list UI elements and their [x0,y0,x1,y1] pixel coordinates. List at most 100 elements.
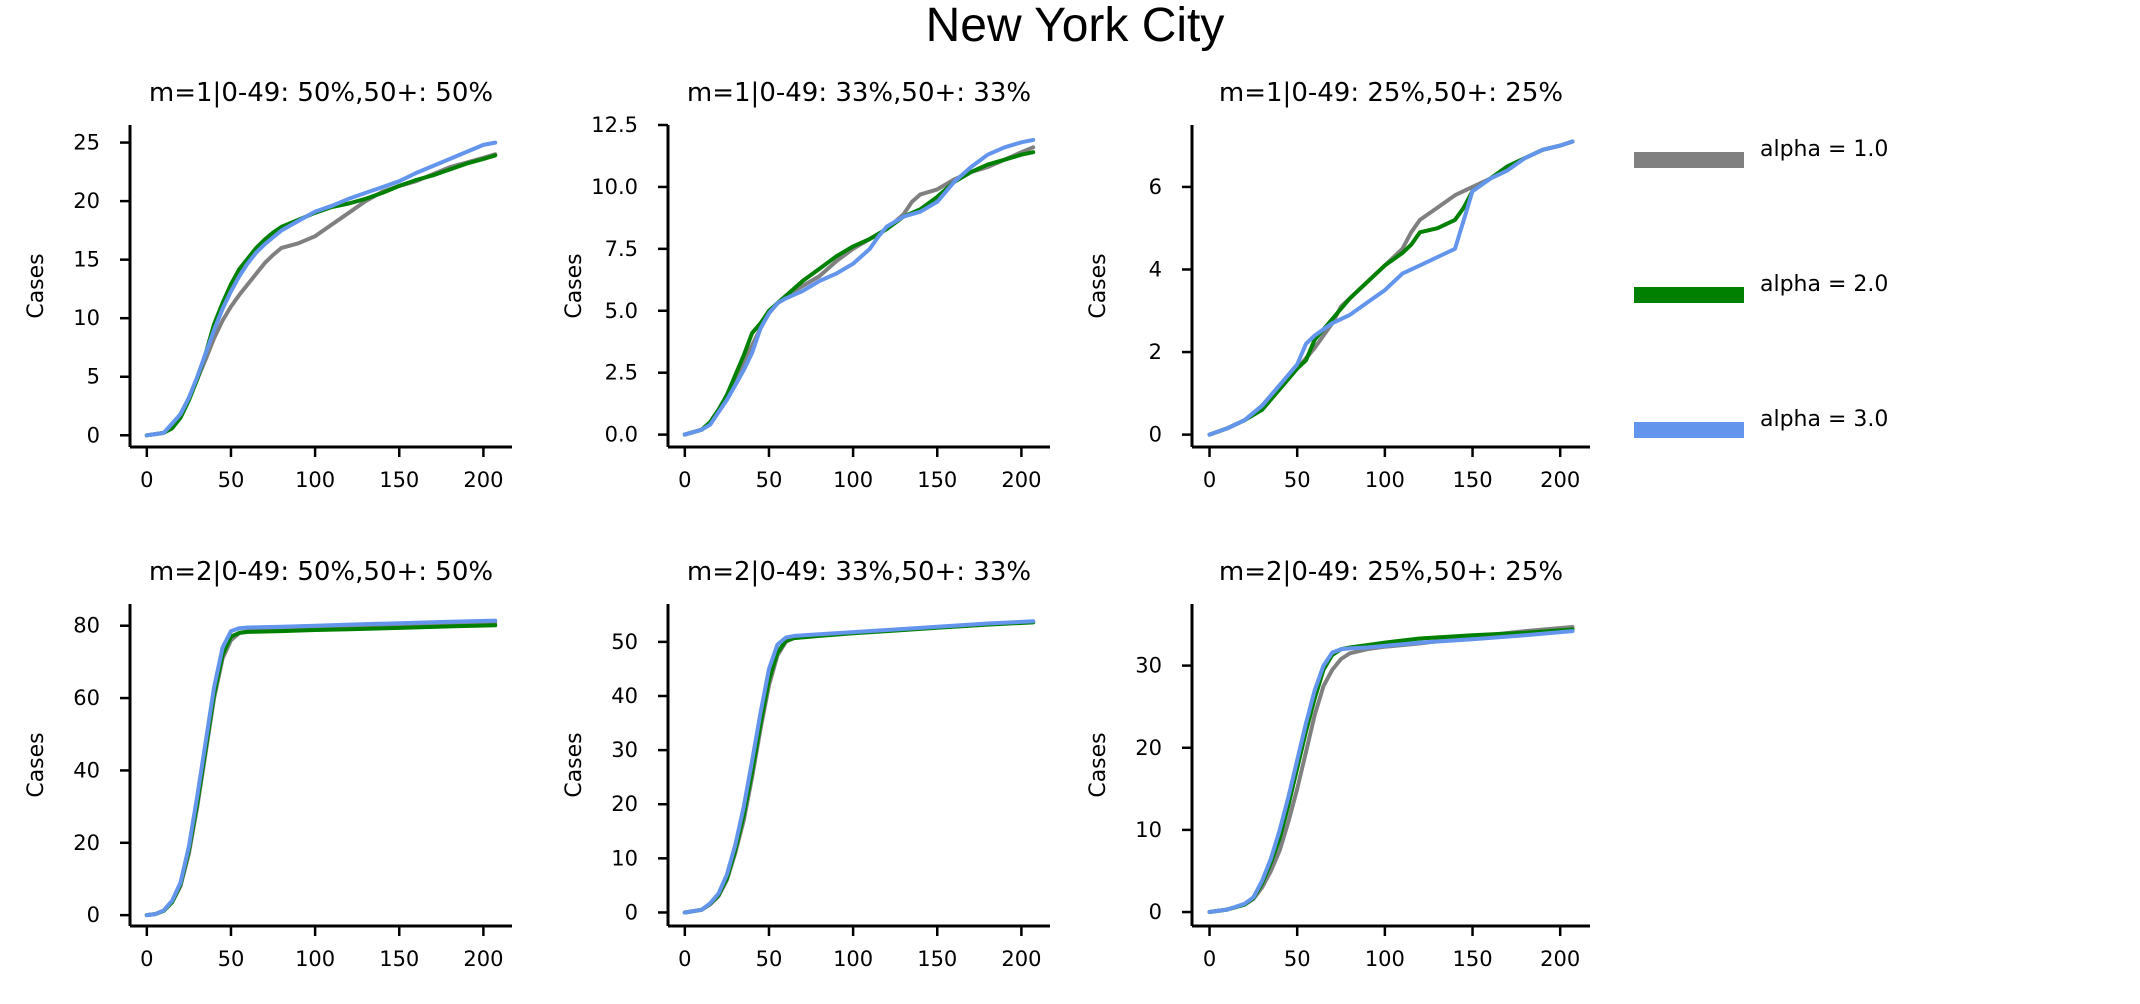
subplot-title: m=2|0-49: 50%,50+: 50% [149,557,493,587]
y-axis-label: Cases [1086,732,1111,797]
y-tick-label: 5 [87,365,100,389]
legend-label: alpha = 1.0 [1760,137,1888,162]
y-tick-label: 80 [73,614,100,638]
series-line-alpha-2-0 [682,620,1036,915]
legend-label: alpha = 2.0 [1760,272,1888,297]
x-tick-label: 0 [678,947,691,971]
x-tick-label: 50 [218,468,245,492]
x-tick-label: 200 [463,947,503,971]
subplot-4: m=2|0-49: 50%,50+: 50% Cases 0 50 100 150 200 0… [24,557,512,971]
y-tick-label: 40 [611,684,638,708]
x-tick-label: 100 [1365,468,1405,492]
x-tick-label: 150 [1452,468,1492,492]
x-tick-label: 50 [1284,947,1311,971]
x-tick-label: 150 [917,947,957,971]
x-tick-label: 50 [218,947,245,971]
y-tick-label: 10 [611,846,638,870]
series-line-alpha-1-0 [682,145,1036,437]
y-tick-label: 20 [73,831,100,855]
x-tick-label: 100 [833,947,873,971]
x-tick-label: 0 [140,947,153,971]
y-tick-label: 30 [611,738,638,762]
y-axis-label: Cases [24,253,49,318]
y-tick-label: 0 [625,900,638,924]
series-line-alpha-3-0 [144,140,498,438]
series-line-alpha-1-0 [682,619,1036,915]
subplot-title: m=1|0-49: 50%,50+: 50% [149,78,493,108]
legend-swatch [1634,422,1744,438]
series-line-alpha-2-0 [1207,627,1575,914]
y-tick-label: 10 [1135,818,1162,842]
y-axis-label: Cases [562,253,587,318]
x-tick-label: 0 [1203,947,1216,971]
subplot-1: m=1|0-49: 50%,50+: 50% Cases 0 50 100 150 200 0… [24,78,512,492]
x-tick-label: 100 [833,468,873,492]
series-line-alpha-2-0 [682,150,1036,437]
y-axis-label: Cases [1086,253,1111,318]
x-tick-label: 0 [1203,468,1216,492]
x-tick-label: 200 [463,468,503,492]
y-axis-label: Cases [24,732,49,797]
y-tick-label: 20 [1135,736,1162,760]
x-tick-label: 0 [678,468,691,492]
subplot-3: m=1|0-49: 25%,50+: 25% Cases 0 50 100 150 200 0… [1086,78,1590,492]
y-tick-label: 6 [1149,175,1162,199]
series-line-alpha-2-0 [144,623,498,918]
y-tick-label: 5.0 [605,299,638,323]
y-tick-label: 10.0 [591,175,638,199]
y-tick-label: 12.5 [591,113,638,137]
subplot-title: m=1|0-49: 25%,50+: 25% [1219,78,1563,108]
subplot-6: m=2|0-49: 25%,50+: 25% Cases 0 50 100 150 200 0… [1086,557,1590,971]
series-line-alpha-2-0 [144,153,498,438]
y-tick-label: 60 [73,686,100,710]
legend: alpha = 1.0 alpha = 2.0 alpha = 3.0 [1634,137,1888,438]
y-tick-label: 0 [1149,423,1162,447]
x-tick-label: 50 [1284,468,1311,492]
y-tick-label: 0 [87,903,100,927]
y-tick-label: 7.5 [605,237,638,261]
x-tick-label: 200 [1001,947,1041,971]
series-line-alpha-1-0 [144,152,498,438]
subplot-title: m=2|0-49: 33%,50+: 33% [687,557,1031,587]
x-tick-label: 50 [756,947,783,971]
y-tick-label: 10 [73,306,100,330]
series-line-alpha-1-0 [144,620,498,918]
subplot-title: m=2|0-49: 25%,50+: 25% [1219,557,1563,587]
legend-swatch [1634,287,1744,303]
x-tick-label: 50 [756,468,783,492]
y-tick-label: 2.5 [605,361,638,385]
series-line-alpha-3-0 [1207,629,1575,914]
legend-swatch [1634,152,1744,168]
y-tick-label: 20 [73,189,100,213]
y-tick-label: 0 [1149,900,1162,924]
series-line-alpha-3-0 [1207,139,1575,437]
y-tick-label: 2 [1149,340,1162,364]
y-tick-label: 25 [73,131,100,155]
y-tick-label: 20 [611,792,638,816]
x-tick-label: 150 [1452,947,1492,971]
y-tick-label: 0.0 [605,423,638,447]
legend-label: alpha = 3.0 [1760,407,1888,432]
y-tick-label: 30 [1135,654,1162,678]
y-tick-label: 0 [87,423,100,447]
series-line-alpha-1-0 [1207,139,1575,437]
series-line-alpha-2-0 [1207,139,1575,437]
series-line-alpha-3-0 [144,618,498,918]
y-tick-label: 50 [611,630,638,654]
series-line-alpha-3-0 [682,619,1036,915]
series-line-alpha-1-0 [1207,625,1575,914]
figure-title: New York City [926,0,1225,52]
subplot-2: m=1|0-49: 33%,50+: 33% Cases 0 50 100 150 200 0… [562,78,1050,492]
x-tick-label: 150 [917,468,957,492]
x-tick-label: 100 [1365,947,1405,971]
x-tick-label: 100 [295,468,335,492]
y-tick-label: 15 [73,248,100,272]
x-tick-label: 0 [140,468,153,492]
y-axis-label: Cases [562,732,587,797]
subplot-title: m=1|0-49: 33%,50+: 33% [687,78,1031,108]
subplot-5: m=2|0-49: 33%,50+: 33% Cases 0 50 100 150 200 0… [562,557,1050,971]
x-tick-label: 150 [379,468,419,492]
x-tick-label: 150 [379,947,419,971]
